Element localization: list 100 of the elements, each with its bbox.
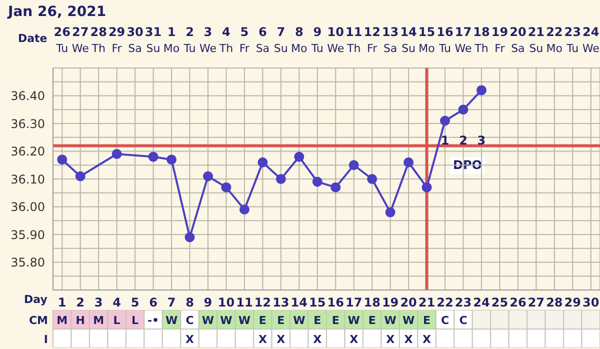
text: C (186, 314, 194, 327)
point (458, 104, 468, 115)
text: X (276, 333, 286, 346)
annotation: 2 (459, 133, 468, 148)
x-tick-label: 17 We (454, 25, 472, 55)
text: E (368, 314, 376, 327)
point (57, 154, 68, 165)
x-tick-label: 6 Sa (256, 25, 270, 55)
x2-tick-label: 20 (400, 296, 417, 310)
point (330, 182, 341, 192)
x2-tick-label: 19 (382, 296, 399, 310)
x2-tick-label: 14 (290, 296, 308, 310)
x2-tick-label: 2 (76, 296, 85, 310)
point (294, 152, 304, 162)
x2-tick-label: 1 (58, 296, 66, 310)
point (312, 176, 322, 187)
point (367, 174, 378, 184)
x2-tick-label: 30 (582, 296, 600, 310)
x2-tick-label: 3 (94, 296, 103, 310)
x2-tick-label: 21 (418, 296, 436, 310)
text: X (404, 333, 413, 346)
text: W (293, 314, 306, 327)
y-tick-label: 35.80 (10, 256, 45, 270)
text: H (76, 314, 85, 327)
text: E (277, 314, 285, 327)
x-tick-label: 19 Fr (491, 25, 508, 55)
x2-tick-label: 11 (236, 296, 253, 310)
text: M (56, 314, 68, 327)
x-tick-label: 11 Th (346, 25, 362, 55)
text: W (202, 314, 214, 327)
text: W (165, 314, 178, 327)
x-tick-label: 5 Fr (239, 25, 250, 55)
x2-tick-label: 26 (510, 296, 526, 310)
x2-tick-label: 23 (454, 296, 472, 310)
point (112, 149, 122, 160)
x-tick-label: 31 Su (144, 25, 162, 55)
point (276, 174, 286, 184)
text: W (220, 314, 232, 327)
x-tick-label: 23 Tu (564, 25, 581, 55)
x-tick-label: 21 Su (528, 25, 545, 55)
point (221, 182, 232, 192)
text: C (459, 314, 468, 327)
x2-tick-label: 4 (112, 296, 121, 310)
x-tick-label: 10 We (327, 25, 344, 55)
text: L (113, 314, 120, 327)
x2-tick-label: 24 (473, 296, 490, 310)
x2-tick-label: 29 (564, 296, 581, 310)
point (476, 85, 486, 96)
point (440, 116, 450, 126)
x2-tick-label: 16 (327, 296, 344, 310)
x2-tick-label: 28 (546, 296, 563, 310)
x-tick-label: 22 Mo (546, 25, 563, 55)
text: W (348, 314, 360, 327)
x-tick-label: 14 Su (400, 25, 417, 55)
x2-tick-label: 22 (436, 296, 454, 310)
x-tick-label: 20 Sa (510, 25, 526, 55)
x2-tick-label: 10 (218, 296, 235, 310)
x2-tick-label: 13 (272, 296, 290, 310)
x-tick-label: 13 Sa (382, 25, 399, 55)
y-tick-label: 36.10 (10, 172, 45, 186)
x-tick-label: 3 We (199, 25, 217, 55)
annotation: 3 (477, 133, 486, 148)
x2-tick-label: 17 (346, 296, 362, 310)
y-tick-label: 36.00 (10, 200, 45, 214)
text: W (402, 314, 415, 327)
point (258, 157, 268, 168)
text: X (422, 333, 432, 346)
x-tick-label: 27 We (72, 25, 90, 55)
category-label: CM (28, 314, 48, 327)
text: L (132, 314, 139, 327)
point (348, 160, 359, 170)
point (184, 232, 195, 242)
x2-tick-label: 9 (204, 296, 212, 310)
annotation: 1 (440, 133, 450, 148)
x-tick-label: 15 Mo (418, 25, 436, 55)
y-tick-label: 35.90 (10, 228, 45, 242)
text: M (93, 314, 104, 327)
text: E (314, 314, 322, 327)
x-axis-title: Date (18, 32, 48, 45)
point (404, 157, 414, 168)
x2-tick-label: 12 (254, 296, 272, 310)
x2-tick-label: 6 (149, 296, 158, 310)
text: X (258, 333, 267, 346)
x-tick-label: 1 Mo (163, 25, 180, 55)
y-tick-label: 36.30 (10, 116, 45, 131)
text: E (332, 314, 340, 327)
text: W (384, 314, 396, 327)
x2-axis-title: Day (24, 293, 48, 306)
x2-tick-label: 7 (167, 296, 176, 310)
x-tick-label: 26 Tu (54, 25, 70, 55)
x-tick-label: 9 Tu (310, 25, 324, 55)
chart-title: Jan 26, 2021 (8, 4, 106, 20)
x2-tick-label: 18 (364, 296, 380, 310)
x2-tick-label: 25 (491, 296, 508, 310)
text: -• (147, 314, 160, 327)
x2-tick-label: 8 (186, 296, 194, 310)
y-tick-label: 36.40 (10, 89, 45, 104)
point (385, 207, 396, 218)
text: E (258, 314, 266, 327)
point (75, 171, 86, 182)
